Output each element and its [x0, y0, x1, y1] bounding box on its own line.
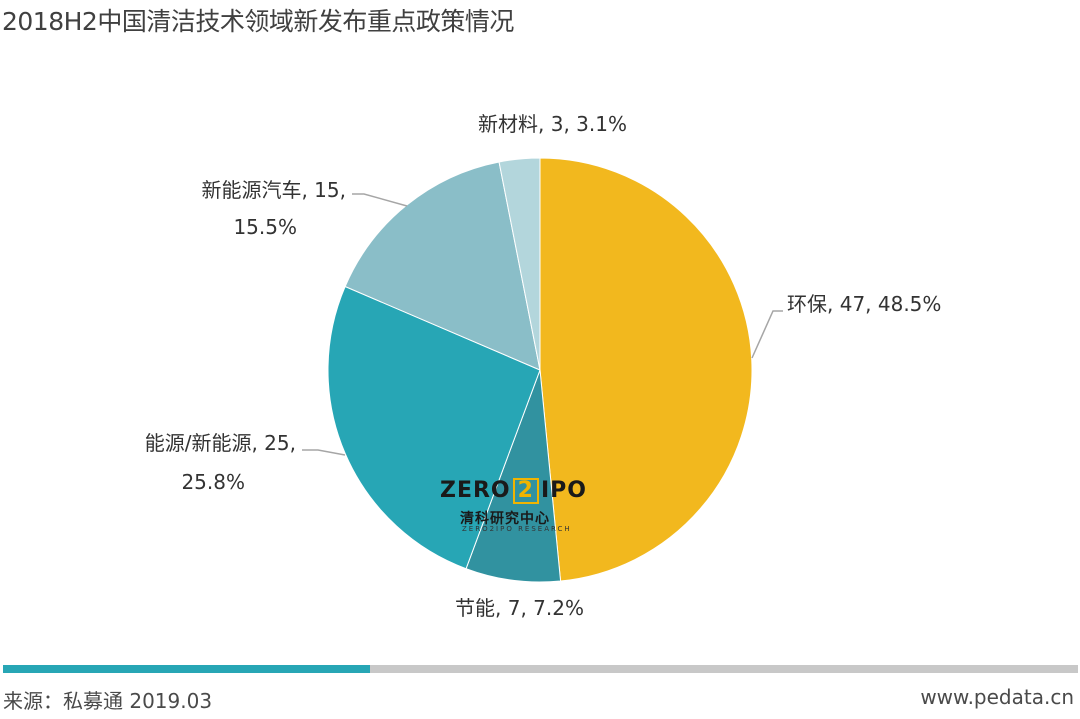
slice-label: 新能源汽车, 15, [201, 178, 346, 202]
slice-label: 节能, 7, 7.2% [455, 596, 584, 620]
watermark-brand-left: ZERO [440, 478, 511, 503]
source-note: 来源：私募通 2019.03 [3, 689, 213, 713]
leader-line [302, 449, 346, 456]
pie-slice [327, 285, 541, 570]
footer-gray-bar [370, 665, 1078, 673]
watermark-en: ZERO2IPO RESEARCH [462, 525, 572, 533]
leader-line [751, 310, 783, 359]
watermark-logo: ZERO 2 IPO 清科研究中心 ZERO2IPO RESEARCH [440, 470, 590, 540]
slice-labels: 环保, 47, 48.5% 节能, 7, 7.2% 能源/新能源, 25, 25.8%… [145, 112, 942, 620]
slice-label-percent: 15.5% [233, 215, 297, 239]
watermark-cn: 清科研究中心 [460, 511, 550, 527]
watermark-brand-right: IPO [540, 478, 587, 503]
pie-slices [327, 157, 753, 583]
slice-label: 新材料, 3, 3.1% [478, 112, 627, 136]
pie-slice [498, 157, 541, 371]
leader-lines [302, 193, 783, 456]
site-url: www.pedata.cn [920, 685, 1074, 709]
slice-label: 能源/新能源, 25, [145, 431, 296, 455]
watermark-brand: ZERO 2 IPO [440, 478, 587, 504]
footer-accent-bar [3, 665, 370, 673]
pie-slice [539, 157, 753, 582]
chart-title: 2018H2中国清洁技术领域新发布重点政策情况 [2, 7, 514, 36]
slice-label-percent: 25.8% [181, 470, 245, 494]
watermark-brand-mid: 2 [512, 478, 539, 504]
leader-line [352, 193, 408, 207]
slice-label: 环保, 47, 48.5% [787, 292, 941, 316]
pie-chart: 环保, 47, 48.5% 节能, 7, 7.2% 能源/新能源, 25, 25.8%… [145, 112, 942, 620]
